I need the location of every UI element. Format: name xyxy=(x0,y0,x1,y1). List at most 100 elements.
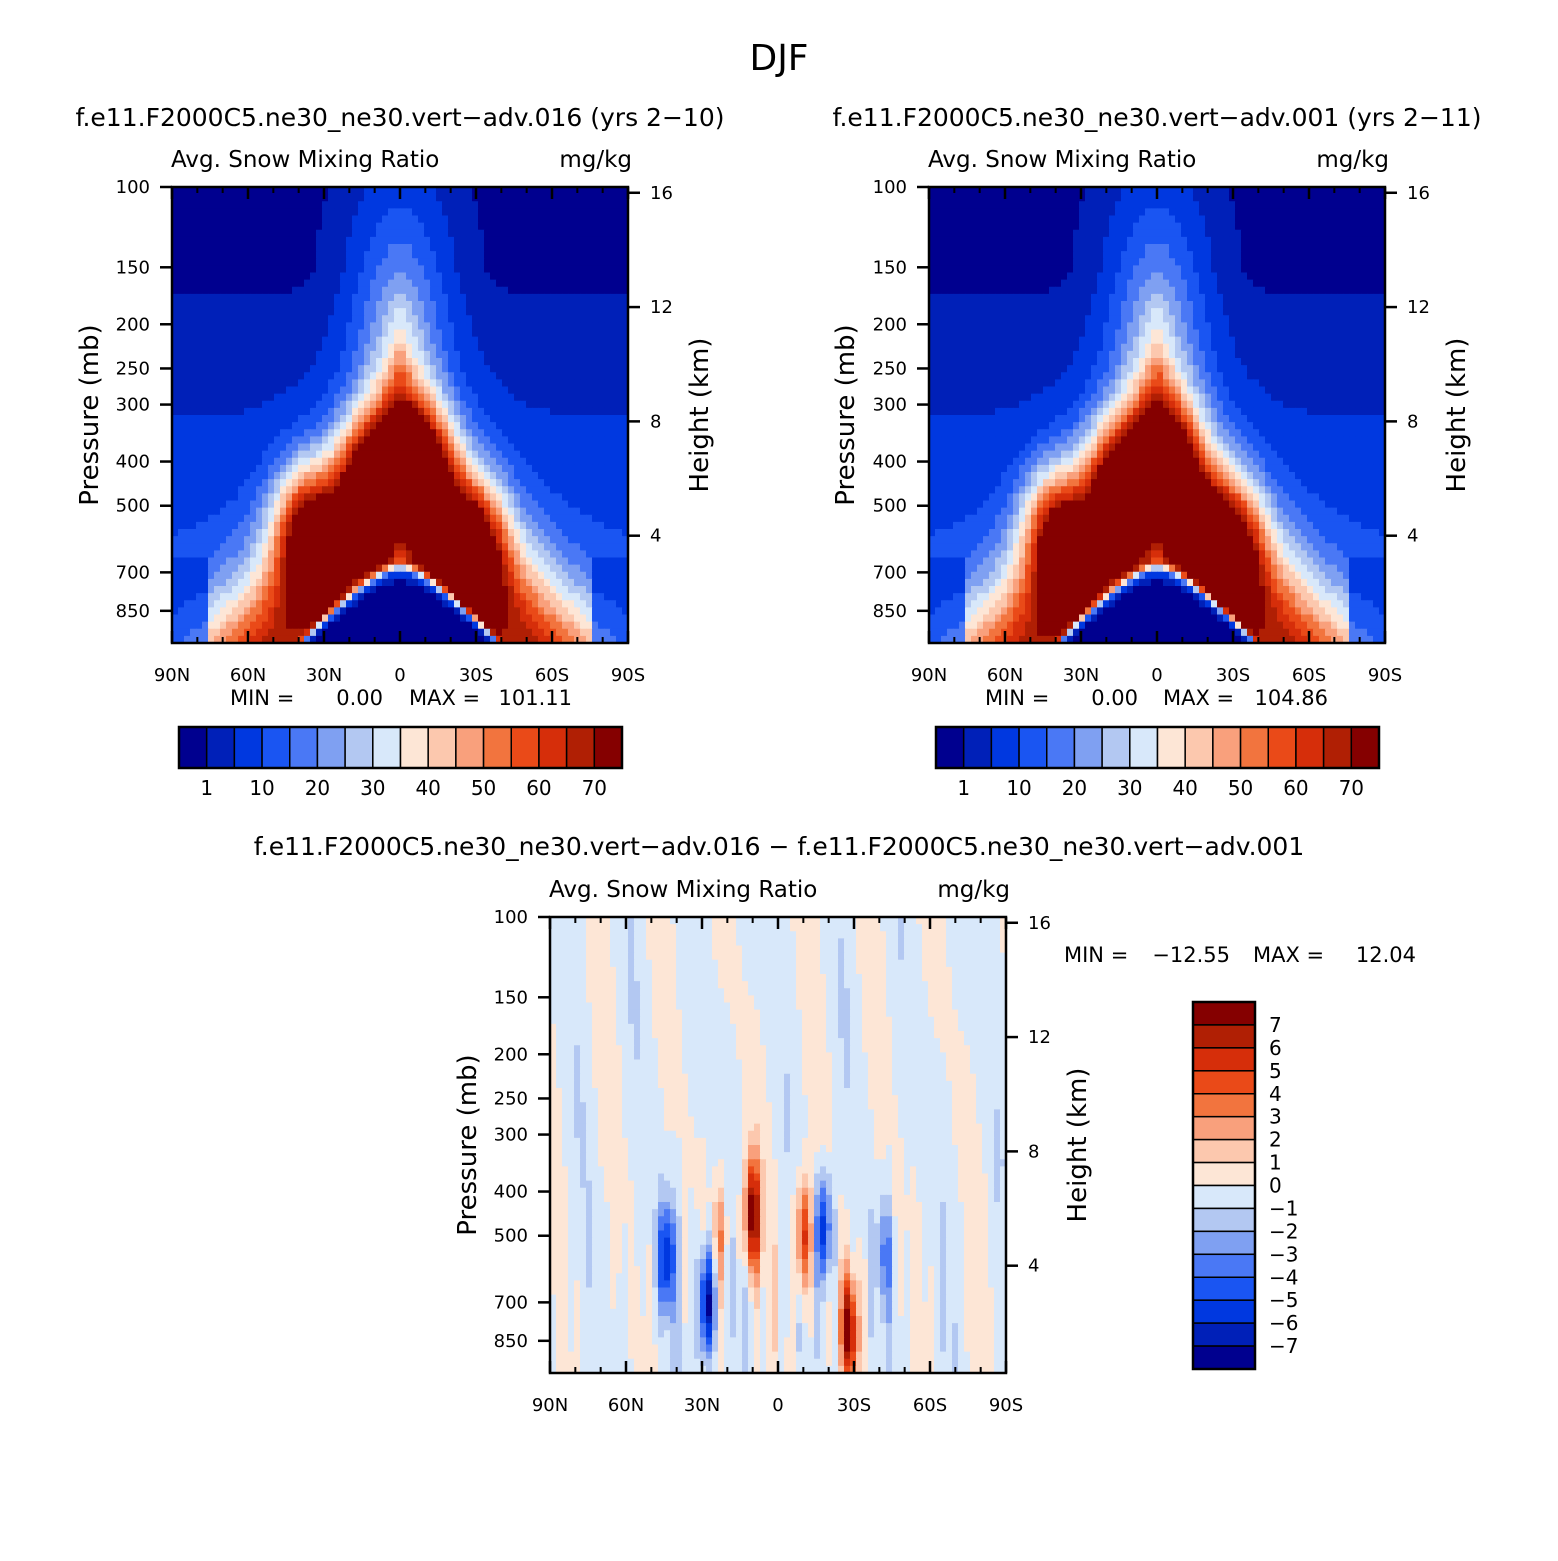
field-cell xyxy=(514,600,521,608)
field-cell xyxy=(232,472,239,480)
field-cell xyxy=(412,436,419,445)
field-cell xyxy=(340,386,347,395)
field-cell xyxy=(412,529,419,537)
field-cell xyxy=(454,493,461,502)
field-cell xyxy=(358,614,365,623)
field-cell xyxy=(538,607,545,616)
field-cell xyxy=(610,422,617,430)
field-cell xyxy=(232,329,239,338)
field-cell xyxy=(310,500,317,509)
field-cell xyxy=(376,386,383,395)
field-cell xyxy=(352,258,359,266)
field-cell xyxy=(394,529,401,537)
field-cell xyxy=(550,343,557,352)
field-cell xyxy=(286,350,293,359)
field-cell xyxy=(292,450,299,459)
field-cell xyxy=(442,457,449,466)
field-cell xyxy=(406,244,413,252)
field-cell xyxy=(202,628,209,637)
field-cell xyxy=(562,600,569,608)
field-cell xyxy=(280,593,287,601)
field-cell xyxy=(622,429,629,437)
field-cell xyxy=(268,578,275,587)
field-cell xyxy=(574,358,581,366)
field-cell xyxy=(346,600,353,608)
field-cell xyxy=(388,372,395,380)
field-cell xyxy=(298,400,305,409)
field-cell xyxy=(274,507,281,516)
field-cell xyxy=(454,258,461,266)
field-cell xyxy=(202,479,209,487)
field-cell xyxy=(214,265,221,274)
field-cell xyxy=(424,272,431,281)
field-cell xyxy=(526,550,533,559)
field-cell xyxy=(304,429,311,437)
field-cell xyxy=(334,400,341,409)
field-cell xyxy=(322,350,329,359)
field-cell xyxy=(514,229,521,238)
field-cell xyxy=(208,550,215,559)
field-cell xyxy=(616,429,623,437)
field-cell xyxy=(328,600,335,608)
field-cell xyxy=(448,450,455,459)
field-cell xyxy=(436,379,443,388)
field-cell xyxy=(436,578,443,587)
field-cell xyxy=(304,578,311,587)
field-cell xyxy=(268,293,275,302)
field-cell xyxy=(286,315,293,323)
field-cell xyxy=(322,479,329,487)
x-tick-label: 30S xyxy=(459,665,493,686)
field-cell xyxy=(388,529,395,537)
field-cell xyxy=(424,415,431,423)
field-cell xyxy=(190,372,197,380)
field-cell xyxy=(592,407,599,416)
field-cell xyxy=(436,308,443,316)
field-cell xyxy=(310,429,317,437)
panel-1-min-label: MIN = xyxy=(230,686,294,710)
field-cell xyxy=(364,393,371,402)
field-cell xyxy=(454,521,461,530)
field-cell xyxy=(520,521,527,530)
field-cell xyxy=(352,244,359,252)
field-cell xyxy=(430,550,437,559)
field-cell xyxy=(388,201,395,209)
field-cell xyxy=(610,415,617,423)
field-cell xyxy=(346,308,353,316)
field-cell xyxy=(544,593,551,601)
field-cell xyxy=(490,222,497,231)
field-cell xyxy=(202,422,209,430)
field-cell xyxy=(400,350,407,359)
field-cell xyxy=(322,293,329,302)
field-cell xyxy=(580,393,587,402)
field-cell xyxy=(508,187,515,195)
field-cell xyxy=(616,322,623,331)
field-cell xyxy=(586,358,593,366)
field-cell xyxy=(520,400,527,409)
field-cell xyxy=(220,486,227,494)
field-cell xyxy=(304,236,311,245)
field-cell xyxy=(562,386,569,395)
field-cell xyxy=(346,450,353,459)
field-cell xyxy=(292,571,299,580)
field-cell xyxy=(304,329,311,338)
field-cell xyxy=(274,635,281,644)
field-cell xyxy=(490,486,497,494)
field-cell xyxy=(478,543,485,551)
field-cell xyxy=(568,450,575,459)
field-cell xyxy=(226,607,233,616)
field-cell xyxy=(526,343,533,352)
field-cell xyxy=(412,350,419,359)
field-cell xyxy=(532,422,539,430)
field-cell xyxy=(520,286,527,295)
field-cell xyxy=(496,415,503,423)
field-cell xyxy=(592,543,599,551)
field-cell xyxy=(586,507,593,516)
field-cell xyxy=(526,386,533,395)
field-cell xyxy=(490,336,497,345)
field-cell xyxy=(298,600,305,608)
field-cell xyxy=(448,578,455,587)
field-cell xyxy=(508,464,515,473)
field-cell xyxy=(196,236,203,245)
field-cell xyxy=(268,386,275,395)
field-cell xyxy=(334,258,341,266)
